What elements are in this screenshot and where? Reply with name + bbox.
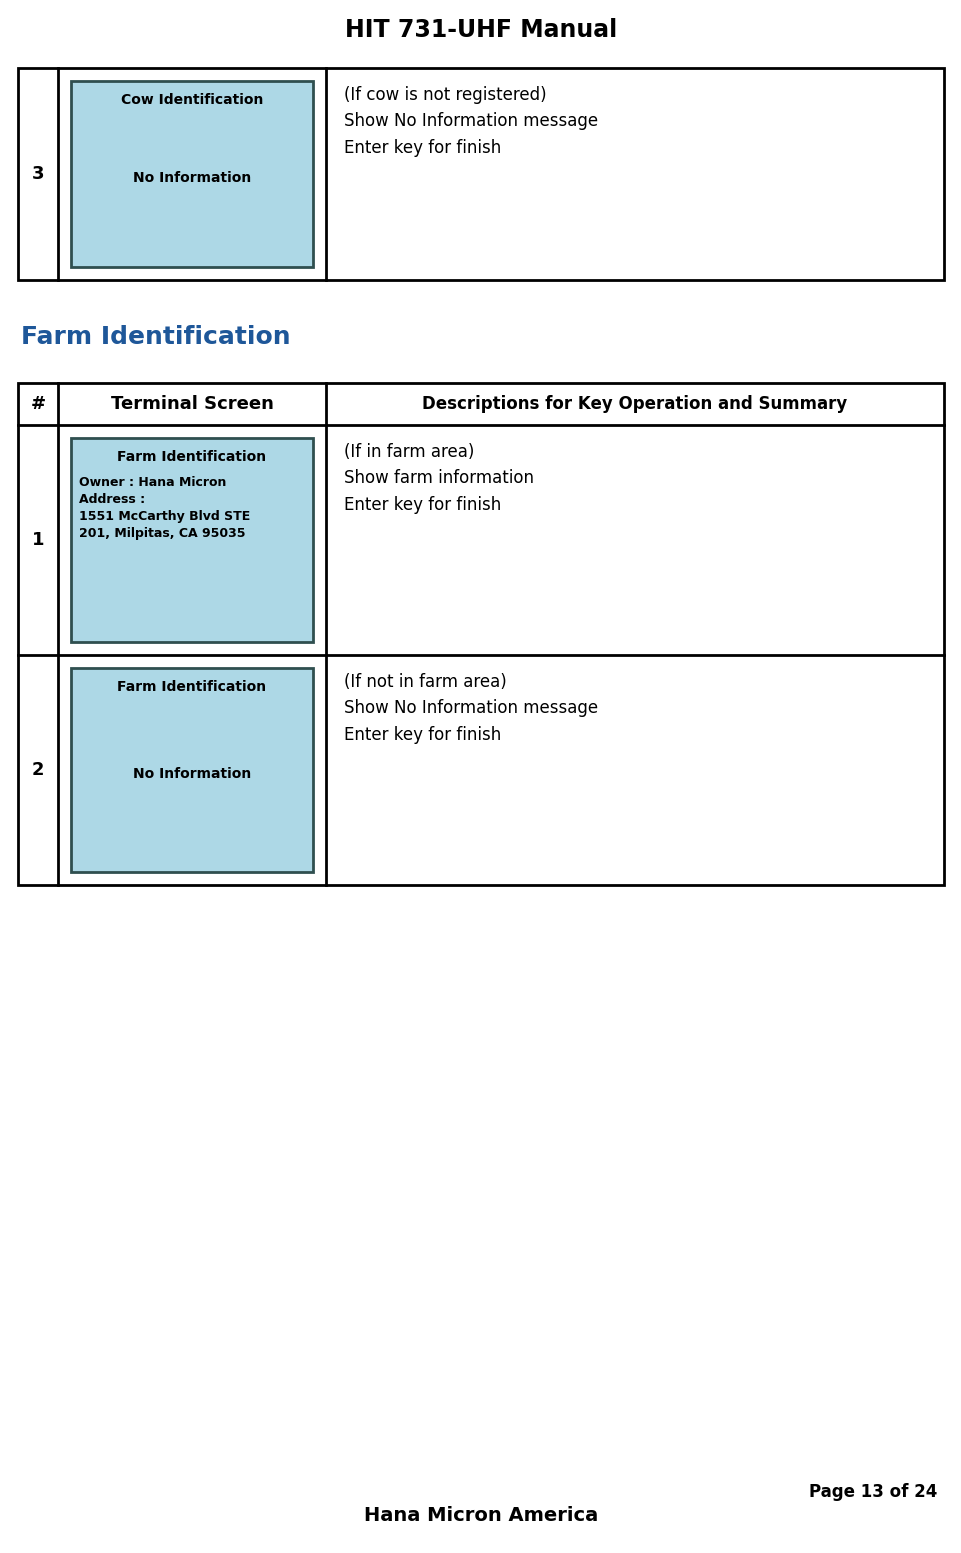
Text: (If in farm area)
Show farm information
Enter key for finish: (If in farm area) Show farm information …	[344, 443, 533, 514]
Bar	[71, 438, 312, 641]
Bar	[18, 384, 943, 885]
Bar	[71, 81, 312, 267]
Bar	[18, 68, 943, 280]
Text: 1: 1	[32, 531, 44, 550]
Text: Descriptions for Key Operation and Summary: Descriptions for Key Operation and Summa…	[422, 394, 847, 413]
Text: Terminal Screen: Terminal Screen	[111, 394, 273, 413]
Bar	[71, 668, 312, 871]
Text: Farm Identification: Farm Identification	[117, 680, 266, 694]
Text: Farm Identification: Farm Identification	[21, 325, 290, 349]
Text: Hana Micron America: Hana Micron America	[363, 1506, 598, 1525]
Text: Farm Identification: Farm Identification	[117, 450, 266, 464]
Text: #: #	[31, 394, 45, 413]
Text: 3: 3	[32, 165, 44, 183]
Text: 2: 2	[32, 761, 44, 780]
Text: HIT 731-UHF Manual: HIT 731-UHF Manual	[344, 19, 617, 42]
Text: No Information: No Information	[133, 171, 251, 185]
Text: (If not in farm area)
Show No Information message
Enter key for finish: (If not in farm area) Show No Informatio…	[344, 672, 598, 744]
Text: Page 13 of 24: Page 13 of 24	[808, 1483, 936, 1502]
Text: (If cow is not registered)
Show No Information message
Enter key for finish: (If cow is not registered) Show No Infor…	[344, 85, 598, 157]
Text: Cow Identification: Cow Identification	[121, 93, 263, 107]
Text: Owner : Hana Micron
Address :
1551 McCarthy Blvd STE
201, Milpitas, CA 95035: Owner : Hana Micron Address : 1551 McCar…	[79, 477, 250, 540]
Text: No Information: No Information	[133, 767, 251, 781]
